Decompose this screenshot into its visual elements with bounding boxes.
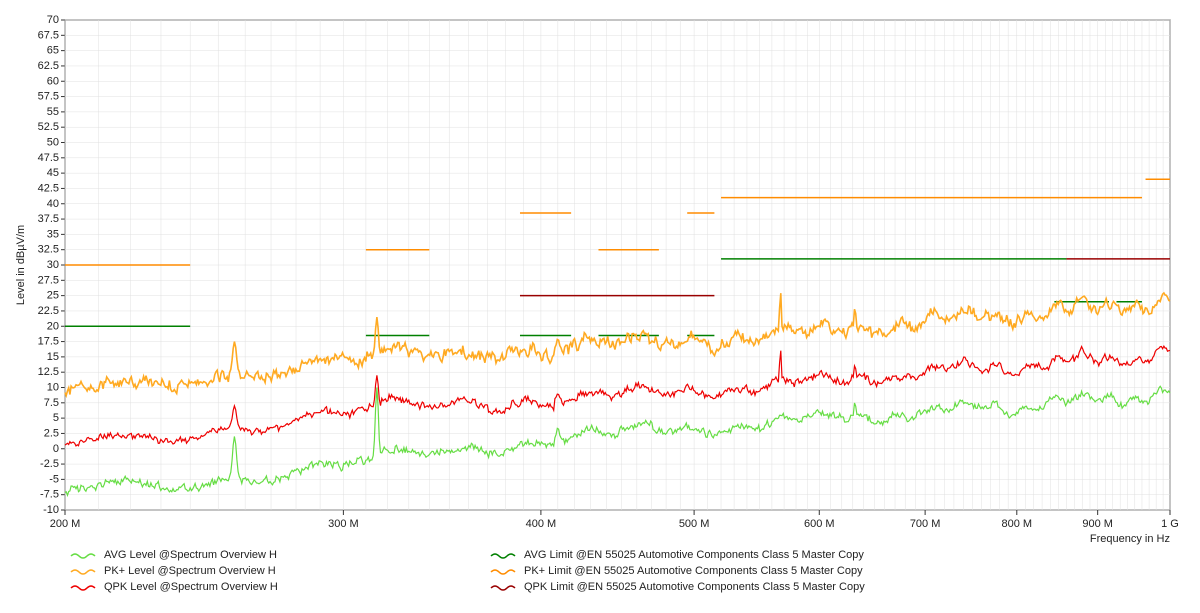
- svg-text:30: 30: [47, 259, 59, 271]
- svg-text:0: 0: [53, 443, 59, 455]
- svg-text:600 M: 600 M: [804, 518, 835, 530]
- legend-label: QPK Level @Spectrum Overview H: [104, 581, 278, 593]
- emc-spectrum-chart: -10-7.5-5-2.502.557.51012.51517.52022.52…: [10, 10, 1190, 603]
- svg-text:20: 20: [47, 320, 59, 332]
- svg-text:15: 15: [47, 351, 59, 363]
- legend-swatch-icon: [70, 566, 98, 576]
- svg-text:32.5: 32.5: [38, 244, 59, 256]
- x-axis-label: Frequency in Hz: [1090, 533, 1170, 545]
- svg-text:2.5: 2.5: [44, 427, 59, 439]
- legend-swatch-icon: [490, 582, 518, 592]
- svg-text:22.5: 22.5: [38, 305, 59, 317]
- svg-text:-10: -10: [43, 504, 59, 516]
- svg-text:1 G: 1 G: [1161, 518, 1179, 530]
- svg-text:10: 10: [47, 382, 59, 394]
- svg-text:-5: -5: [49, 473, 59, 485]
- legend-swatch-icon: [490, 566, 518, 576]
- svg-text:67.5: 67.5: [38, 29, 59, 41]
- legend-label: AVG Limit @EN 55025 Automotive Component…: [524, 549, 864, 561]
- legend-label: AVG Level @Spectrum Overview H: [104, 549, 277, 561]
- svg-text:500 M: 500 M: [679, 518, 710, 530]
- svg-text:200 M: 200 M: [50, 518, 81, 530]
- svg-text:-7.5: -7.5: [40, 489, 59, 501]
- svg-text:12.5: 12.5: [38, 366, 59, 378]
- svg-text:65: 65: [47, 45, 59, 57]
- svg-text:50: 50: [47, 137, 59, 149]
- chart-legend: AVG Level @Spectrum Overview H AVG Limit …: [10, 549, 1190, 593]
- svg-text:60: 60: [47, 75, 59, 87]
- legend-swatch-icon: [70, 550, 98, 560]
- svg-text:52.5: 52.5: [38, 121, 59, 133]
- svg-text:47.5: 47.5: [38, 152, 59, 164]
- svg-text:900 M: 900 M: [1082, 518, 1113, 530]
- legend-label: PK+ Level @Spectrum Overview H: [104, 565, 276, 577]
- svg-text:42.5: 42.5: [38, 182, 59, 194]
- svg-text:70: 70: [47, 14, 59, 26]
- legend-label: PK+ Limit @EN 55025 Automotive Component…: [524, 565, 863, 577]
- svg-text:62.5: 62.5: [38, 60, 59, 72]
- svg-text:400 M: 400 M: [526, 518, 557, 530]
- legend-item: PK+ Limit @EN 55025 Automotive Component…: [490, 565, 870, 577]
- legend-item: PK+ Level @Spectrum Overview H: [70, 565, 450, 577]
- svg-text:27.5: 27.5: [38, 274, 59, 286]
- svg-text:700 M: 700 M: [910, 518, 941, 530]
- svg-text:55: 55: [47, 106, 59, 118]
- legend-swatch-icon: [490, 550, 518, 560]
- chart-canvas: -10-7.5-5-2.502.557.51012.51517.52022.52…: [10, 10, 1190, 545]
- legend-swatch-icon: [70, 582, 98, 592]
- svg-text:300 M: 300 M: [328, 518, 359, 530]
- svg-text:25: 25: [47, 290, 59, 302]
- svg-text:57.5: 57.5: [38, 91, 59, 103]
- svg-text:37.5: 37.5: [38, 213, 59, 225]
- svg-text:-2.5: -2.5: [40, 458, 59, 470]
- svg-text:800 M: 800 M: [1002, 518, 1033, 530]
- legend-item: AVG Limit @EN 55025 Automotive Component…: [490, 549, 870, 561]
- svg-text:45: 45: [47, 167, 59, 179]
- legend-label: QPK Limit @EN 55025 Automotive Component…: [524, 581, 865, 593]
- y-axis-label: Level in dBµV/m: [15, 225, 27, 305]
- svg-text:40: 40: [47, 198, 59, 210]
- svg-text:7.5: 7.5: [44, 397, 59, 409]
- legend-item: AVG Level @Spectrum Overview H: [70, 549, 450, 561]
- svg-text:35: 35: [47, 228, 59, 240]
- legend-item: QPK Limit @EN 55025 Automotive Component…: [490, 581, 870, 593]
- legend-item: QPK Level @Spectrum Overview H: [70, 581, 450, 593]
- svg-text:17.5: 17.5: [38, 336, 59, 348]
- svg-text:5: 5: [53, 412, 59, 424]
